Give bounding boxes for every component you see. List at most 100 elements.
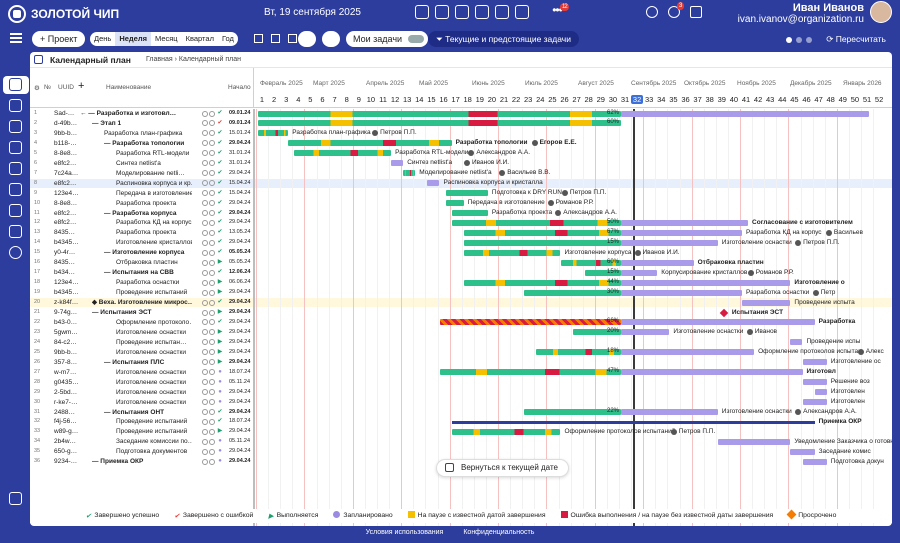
comment-icon[interactable] (202, 418, 208, 425)
table-row[interactable]: 28 g0435… Изготовление оснастки ● 05.11.24 (30, 378, 892, 387)
row-name[interactable]: — Этап 1 (92, 119, 122, 127)
task-bar[interactable] (258, 120, 621, 127)
task-bar[interactable] (451, 428, 561, 435)
task-bar[interactable] (463, 279, 621, 286)
clipboard-nav-icon[interactable] (9, 183, 22, 196)
table-row[interactable]: 26 357-8… — Испытания ПЛС ▶ 29.04.24 (30, 358, 892, 367)
comment-icon[interactable] (202, 130, 208, 137)
week-label[interactable]: 8 (344, 95, 349, 104)
task-bar[interactable] (445, 190, 488, 197)
attach-icon[interactable] (209, 369, 215, 376)
planned-bar[interactable] (621, 229, 742, 236)
row-name[interactable]: Разработка RTL-модели (116, 149, 190, 157)
attach-icon[interactable] (209, 239, 215, 246)
comment-icon[interactable] (202, 438, 208, 445)
splitter[interactable] (253, 109, 255, 526)
week-label[interactable]: 29 (596, 95, 605, 104)
menu-icon[interactable] (10, 33, 22, 43)
comment-icon[interactable] (202, 110, 208, 117)
week-label[interactable]: 32 (631, 95, 644, 104)
settings-icon[interactable]: ⚙ (34, 85, 40, 92)
week-label[interactable]: 45 (790, 95, 799, 104)
planned-bar[interactable] (621, 289, 742, 296)
task-bar[interactable] (814, 389, 827, 396)
task-bar[interactable] (802, 379, 827, 386)
table-row[interactable]: 9 123e4… Передача в изготовление ✔ 15.04.24 (30, 189, 892, 198)
table-row[interactable]: 24 84-c2… Проведение испытан… ▶ 29.04.24 (30, 338, 892, 347)
table-row[interactable]: 33 w89-g… Проведение испытаний ▶ 29.04.24 (30, 427, 892, 436)
week-label[interactable]: 37 (693, 95, 702, 104)
task-bar[interactable] (294, 150, 392, 157)
task-bar[interactable] (560, 259, 621, 266)
task-bar[interactable] (258, 130, 289, 137)
comment-icon[interactable] (202, 458, 208, 465)
grid-icon[interactable] (254, 34, 263, 43)
row-name[interactable]: Изготовление оснастки (116, 388, 186, 396)
week-label[interactable]: 25 (548, 95, 557, 104)
planned-bar[interactable] (621, 319, 815, 326)
attach-icon[interactable] (209, 409, 215, 415)
week-label[interactable]: 18 (463, 95, 472, 104)
comment-icon[interactable] (202, 399, 208, 406)
task-bar[interactable] (790, 448, 815, 455)
week-label[interactable]: 23 (524, 95, 533, 104)
calendar-nav-icon[interactable] (9, 78, 22, 91)
row-name[interactable]: Проведение испытан… (116, 338, 187, 346)
week-label[interactable]: 35 (669, 95, 678, 104)
crown-nav-icon[interactable] (9, 225, 22, 238)
table-row[interactable]: 27 w-m7… Изготовление оснастки ● 18.07.24 (30, 368, 892, 377)
task-bar[interactable] (524, 409, 621, 415)
row-name[interactable]: Моделирование netli… (116, 169, 185, 177)
milestone-marker[interactable] (719, 308, 729, 317)
table-row[interactable]: 2 d-49b… — Этап 1 ✔ 09.01.24 (30, 119, 892, 128)
comment-icon[interactable] (202, 409, 208, 415)
table-row[interactable]: 19 b4345… Проведение испытаний ▶ 29.04.24 (30, 288, 892, 297)
comment-icon[interactable] (202, 249, 208, 256)
week-label[interactable]: 15 (427, 95, 436, 104)
table-row[interactable]: 8 e8fc2… Распиновка корпуса и кр… ✔ 15.04.24 (30, 178, 892, 188)
table-row[interactable]: 4 b118-… — Разработка топологии ✔ 29.04.24 (30, 139, 892, 148)
add-row-icon[interactable]: + (78, 80, 85, 92)
table-row[interactable]: 10 8-8e8… Разработка проекта ✔ 29.04.24 (30, 199, 892, 208)
week-label[interactable]: 6 (320, 95, 325, 104)
comment-icon[interactable] (202, 200, 208, 207)
bell-icon[interactable]: 3 (668, 2, 685, 18)
week-label[interactable]: 7 (332, 95, 337, 104)
strike-icon[interactable] (322, 31, 340, 47)
row-name[interactable]: — Разработка корпуса (104, 209, 177, 217)
week-label[interactable]: 28 (584, 95, 593, 104)
week-label[interactable]: 50 (850, 95, 860, 104)
privacy-link[interactable]: Конфиденциальность (463, 529, 535, 536)
comment-icon[interactable] (202, 120, 208, 127)
period-4[interactable]: Год (221, 34, 234, 43)
comment-icon[interactable] (202, 259, 208, 266)
back-to-today-button[interactable]: Вернуться к текущей дате (436, 459, 569, 477)
home-icon[interactable] (475, 5, 489, 19)
comment-icon[interactable] (202, 239, 208, 246)
comment-icon[interactable] (202, 150, 208, 157)
week-label[interactable]: 31 (620, 95, 630, 104)
task-bar[interactable] (802, 399, 827, 406)
recalc-button[interactable]: ⟳ Пересчитать (826, 34, 886, 45)
attach-icon[interactable] (209, 130, 215, 137)
attach-icon[interactable] (209, 160, 215, 167)
attach-icon[interactable] (209, 458, 215, 465)
attach-icon[interactable] (209, 309, 215, 316)
comment-icon[interactable] (202, 349, 208, 356)
pager-dots[interactable] (786, 37, 812, 43)
attach-icon[interactable] (209, 319, 215, 326)
attach-icon[interactable] (209, 120, 215, 127)
attach-icon[interactable] (209, 170, 215, 177)
attach-icon[interactable] (209, 418, 215, 425)
attach-icon[interactable] (209, 140, 215, 147)
planned-bar[interactable] (621, 239, 718, 246)
pulse-nav-icon[interactable] (9, 141, 22, 154)
planned-bar[interactable] (621, 329, 670, 336)
task-bar[interactable] (463, 249, 561, 256)
task-bar[interactable] (802, 458, 827, 465)
row-name[interactable]: Изготовление оснастки (116, 348, 186, 356)
week-label[interactable]: 11 (379, 95, 387, 104)
table-row[interactable]: 12 e8fc2… Разработка КД на корпус ✔ 29.04.24 (30, 218, 892, 227)
comment-icon[interactable] (202, 269, 208, 276)
table-row[interactable]: 23 5gwm… Изготовление оснастки ▶ 29.04.24 (30, 328, 892, 337)
